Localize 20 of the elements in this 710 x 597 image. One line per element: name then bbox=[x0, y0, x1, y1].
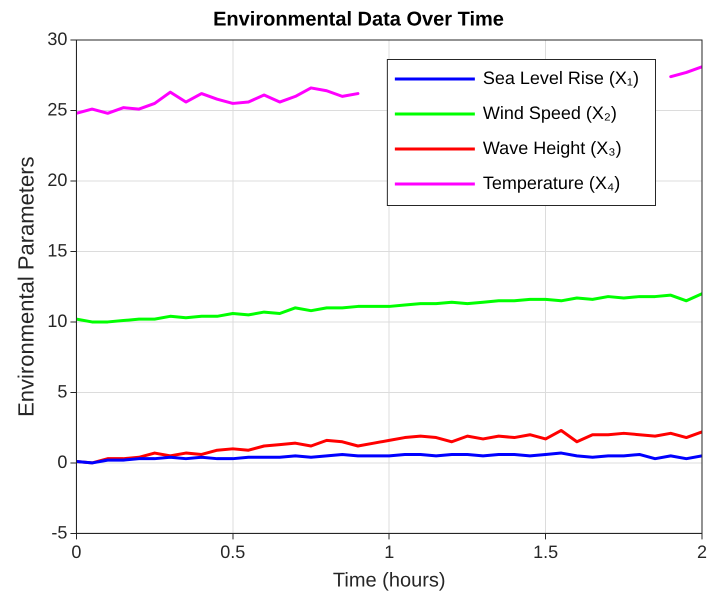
legend-label: Wave Height (X₃) bbox=[482, 138, 622, 158]
y-tick-label: 25 bbox=[47, 99, 68, 120]
legend-label: Temperature (X₄) bbox=[482, 172, 620, 193]
x-tick-label: 1 bbox=[384, 542, 394, 562]
x-axis-title: Time (hours) bbox=[332, 570, 446, 592]
x-tick-label: 0 bbox=[71, 542, 82, 562]
y-tick-label: 15 bbox=[47, 240, 68, 260]
x-tick-label: 1.5 bbox=[533, 542, 558, 562]
legend-label: Sea Level Rise (X₁) bbox=[482, 68, 639, 88]
y-tick-label: 0 bbox=[57, 452, 68, 472]
y-tick-label: 20 bbox=[47, 170, 68, 190]
x-tick-label: 0.5 bbox=[220, 542, 246, 562]
legend-label: Wind Speed (X₂) bbox=[482, 102, 617, 123]
x-tick-label: 2 bbox=[696, 542, 707, 562]
chart-title: Environmental Data Over Time bbox=[213, 8, 504, 31]
y-tick-label: 5 bbox=[57, 381, 68, 402]
y-axis-title: Environmental Parameters bbox=[13, 156, 38, 417]
y-tick-label: -5 bbox=[51, 522, 68, 542]
y-tick-label: 30 bbox=[47, 28, 68, 49]
y-tick-label: 10 bbox=[47, 310, 68, 331]
